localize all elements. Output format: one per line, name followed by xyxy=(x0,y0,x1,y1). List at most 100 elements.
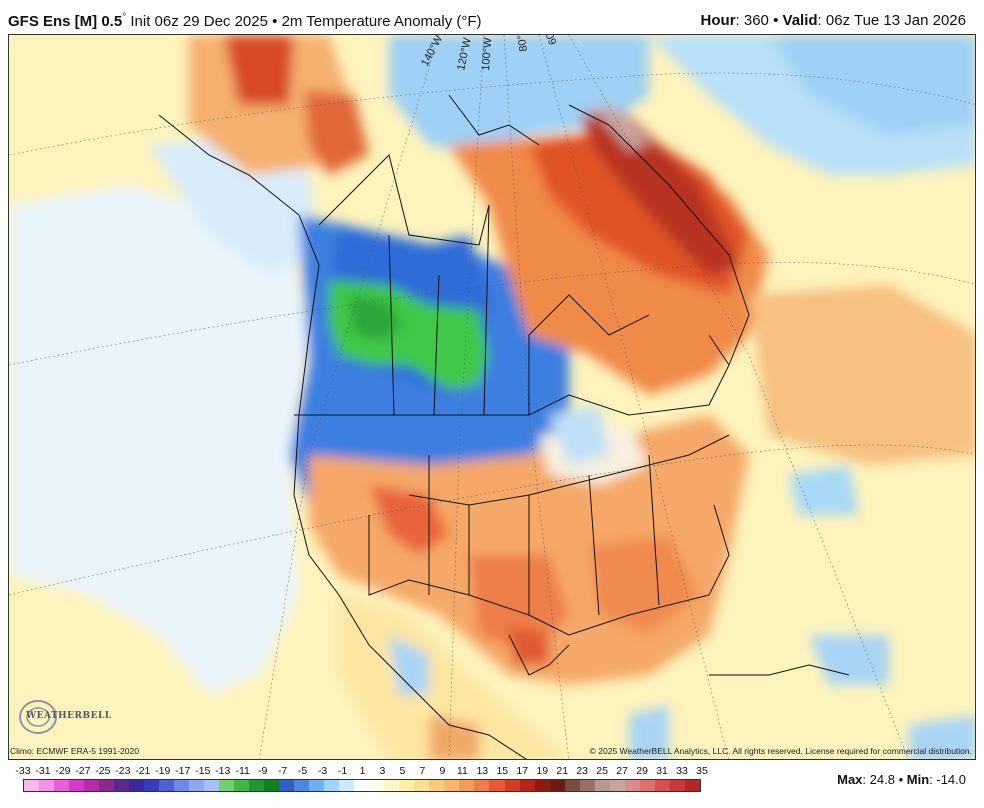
legend-label: 19 xyxy=(536,765,549,777)
legend-label: 23 xyxy=(576,765,589,777)
legend-swatch xyxy=(339,780,355,791)
max-label: Max xyxy=(837,772,863,787)
anomaly-field xyxy=(9,35,975,759)
legend-label: -1 xyxy=(337,765,348,777)
legend-label: 9 xyxy=(439,765,446,777)
legend-swatch xyxy=(204,780,220,791)
legend-label: 15 xyxy=(496,765,509,777)
map-title: GFS Ens [M] 0.5° Init 06z 29 Dec 2025 • … xyxy=(8,12,482,30)
legend-swatch xyxy=(669,780,685,791)
legend-swatch xyxy=(624,780,640,791)
legend-swatch xyxy=(39,780,55,791)
title-bullet: • xyxy=(272,13,278,30)
legend-swatch xyxy=(564,780,580,791)
legend-swatch xyxy=(354,780,370,791)
legend-swatch xyxy=(474,780,490,791)
legend-swatch xyxy=(519,780,535,791)
lon-label-100w: 100°W xyxy=(480,37,494,72)
legend-label: 29 xyxy=(636,765,648,777)
legend-label: 5 xyxy=(399,765,406,777)
longitude-labels: 140°W 120°W 100°W 80°W 60°W xyxy=(419,35,560,72)
valid-value: : 06z Tue 13 Jan 2026 xyxy=(817,12,966,29)
legend-label: 3 xyxy=(379,765,386,777)
legend-swatch xyxy=(369,780,385,791)
legend-swatch xyxy=(579,780,595,791)
legend-swatch xyxy=(324,780,340,791)
legend-label: 1 xyxy=(359,765,366,777)
legend-swatch xyxy=(264,780,280,791)
legend-label: -9 xyxy=(257,765,268,777)
legend-swatch xyxy=(69,780,85,791)
legend-label: 35 xyxy=(696,765,708,777)
legend-labels: -33 -31 -29 -27 -25 -23 -21 -19 -17 -15 -13 -11 -9 -7… xyxy=(14,765,714,777)
legend-label: -25 xyxy=(95,765,111,777)
valid-label: Valid xyxy=(782,12,818,29)
legend-label: -15 xyxy=(195,765,211,777)
legend-swatch xyxy=(54,780,70,791)
legend-swatch xyxy=(219,780,235,791)
legend-label: 7 xyxy=(419,765,426,777)
legend-swatch xyxy=(99,780,115,791)
lon-label-60w: 60°W xyxy=(538,35,559,46)
legend-swatch xyxy=(129,780,145,791)
header: GFS Ens [M] 0.5° Init 06z 29 Dec 2025 • … xyxy=(0,0,984,34)
legend-swatch xyxy=(504,780,520,791)
legend-label: -3 xyxy=(317,765,328,777)
logo-text: WEATHERBELL xyxy=(26,711,112,721)
init-time: Init 06z 29 Dec 2025 xyxy=(130,13,268,30)
legend-swatch xyxy=(234,780,250,791)
legend-swatch xyxy=(639,780,655,791)
degree-mark: ° xyxy=(122,12,127,23)
legend-label: 33 xyxy=(676,765,688,777)
legend-label: -27 xyxy=(75,765,91,777)
legend-label: -21 xyxy=(135,765,151,777)
legend-swatch xyxy=(24,780,40,791)
legend-label: 27 xyxy=(616,765,628,777)
legend-swatch xyxy=(429,780,445,791)
legend-swatch xyxy=(144,780,160,791)
legend-swatch xyxy=(279,780,295,791)
legend-swatch xyxy=(684,780,700,791)
min-label: Min xyxy=(906,772,930,787)
legend-label: -19 xyxy=(155,765,171,777)
legend-swatch xyxy=(384,780,400,791)
color-legend xyxy=(23,779,701,792)
legend-label: -5 xyxy=(297,765,308,777)
legend-label: -17 xyxy=(175,765,191,777)
legend-label: -29 xyxy=(55,765,71,777)
graticule xyxy=(9,35,975,759)
legend-swatch xyxy=(609,780,625,791)
legend-label: 13 xyxy=(476,765,489,777)
lon-label-80w: 80°W xyxy=(514,35,530,52)
legend-label: 17 xyxy=(516,765,529,777)
boundaries xyxy=(158,94,850,759)
legend-label: 11 xyxy=(456,765,468,777)
legend-swatch xyxy=(84,780,100,791)
anomaly-map: 140°W 120°W 100°W 80°W 60°W xyxy=(8,34,976,760)
legend-swatch xyxy=(249,780,265,791)
climo-note: Climo: ECMWF ERA-5 1991-2020 xyxy=(10,746,139,756)
legend-swatch xyxy=(174,780,190,791)
legend-swatch xyxy=(489,780,505,791)
legend-label: -13 xyxy=(215,765,231,777)
legend-swatch xyxy=(114,780,130,791)
map-canvas: 140°W 120°W 100°W 80°W 60°W xyxy=(9,35,975,759)
legend-swatch xyxy=(534,780,550,791)
legend-label: -23 xyxy=(115,765,131,777)
weatherbell-logo: WEATHERBELL xyxy=(12,694,111,740)
legend-label: -11 xyxy=(235,765,250,777)
legend-swatch xyxy=(549,780,565,791)
copyright-note: © 2025 WeatherBELL Analytics, LLC. All r… xyxy=(589,746,972,756)
max-min-readout: Max: 24.8 • Min: -14.0 xyxy=(837,772,966,787)
legend-swatch xyxy=(189,780,205,791)
legend-swatch xyxy=(444,780,460,791)
logo-swirl-icon xyxy=(19,700,57,734)
legend-swatch xyxy=(654,780,670,791)
legend-swatch xyxy=(414,780,430,791)
model-name: GFS Ens [M] 0.5 xyxy=(8,13,123,30)
legend-label: -7 xyxy=(277,765,288,777)
legend-swatch xyxy=(159,780,175,791)
legend-label: 25 xyxy=(596,765,608,777)
legend-label: 21 xyxy=(556,765,569,777)
maxmin-bullet: • xyxy=(898,772,904,787)
